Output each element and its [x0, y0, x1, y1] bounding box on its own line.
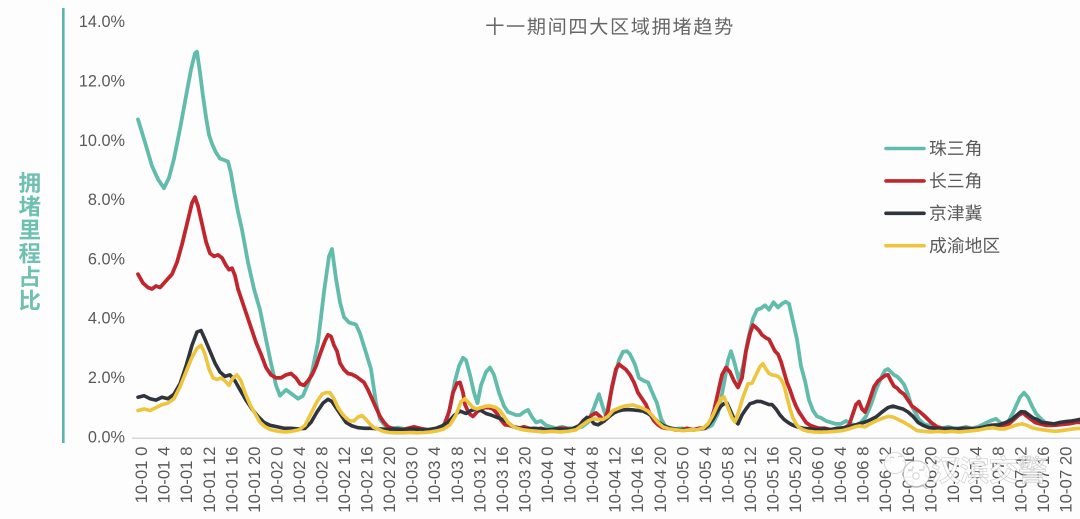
- svg-text:10-02 12: 10-02 12: [335, 447, 354, 513]
- svg-text:10-06 20: 10-06 20: [921, 447, 940, 513]
- svg-text:10-01 0: 10-01 0: [132, 447, 151, 504]
- svg-text:10-06 4: 10-06 4: [831, 447, 850, 504]
- svg-text:4.0%: 4.0%: [88, 310, 125, 328]
- svg-text:10-05 0: 10-05 0: [673, 447, 692, 504]
- svg-text:10-03 0: 10-03 0: [403, 447, 422, 504]
- svg-text:10-05 16: 10-05 16: [764, 447, 783, 513]
- svg-text:10-01 4: 10-01 4: [155, 447, 174, 504]
- svg-text:10-03 12: 10-03 12: [470, 447, 489, 513]
- svg-text:10-05 12: 10-05 12: [741, 447, 760, 513]
- svg-text:10-02 0: 10-02 0: [267, 447, 286, 504]
- svg-text:10-03 16: 10-03 16: [493, 447, 512, 513]
- svg-text:10-02 8: 10-02 8: [313, 447, 332, 504]
- svg-text:10-05 20: 10-05 20: [786, 447, 805, 513]
- svg-text:0.0%: 0.0%: [88, 428, 125, 446]
- svg-text:12.0%: 12.0%: [79, 73, 125, 91]
- svg-text:10-04 20: 10-04 20: [651, 447, 670, 513]
- svg-text:2.0%: 2.0%: [88, 369, 125, 387]
- svg-text:10-04 12: 10-04 12: [606, 447, 625, 513]
- svg-text:10-05 4: 10-05 4: [696, 447, 715, 504]
- svg-text:10-04 16: 10-04 16: [628, 447, 647, 513]
- svg-text:10-05 8: 10-05 8: [718, 447, 737, 504]
- svg-text:6.0%: 6.0%: [88, 250, 125, 268]
- svg-text:10-01 8: 10-01 8: [177, 447, 196, 504]
- svg-text:8.0%: 8.0%: [88, 191, 125, 209]
- svg-text:10-06 0: 10-06 0: [809, 447, 828, 504]
- svg-text:10-01 20: 10-01 20: [245, 447, 264, 513]
- svg-text:10-04 8: 10-04 8: [583, 447, 602, 504]
- svg-text:10-03 4: 10-03 4: [425, 447, 444, 504]
- svg-text:10-02 4: 10-02 4: [290, 447, 309, 504]
- svg-text:14.0%: 14.0%: [79, 13, 125, 31]
- svg-text:10-03 8: 10-03 8: [448, 447, 467, 504]
- svg-text:10-03 20: 10-03 20: [516, 447, 535, 513]
- svg-text:10.0%: 10.0%: [79, 132, 125, 150]
- svg-text:10-01 16: 10-01 16: [222, 447, 241, 513]
- svg-text:10-02 20: 10-02 20: [380, 447, 399, 513]
- svg-text:10-07 20: 10-07 20: [1057, 447, 1076, 513]
- svg-text:10-01 12: 10-01 12: [200, 447, 219, 513]
- svg-text:10-06 8: 10-06 8: [854, 447, 873, 504]
- svg-text:10-04 4: 10-04 4: [561, 447, 580, 504]
- svg-text:10-07 0: 10-07 0: [944, 447, 963, 504]
- svg-text:10-02 16: 10-02 16: [358, 447, 377, 513]
- svg-text:10-04 0: 10-04 0: [538, 447, 557, 504]
